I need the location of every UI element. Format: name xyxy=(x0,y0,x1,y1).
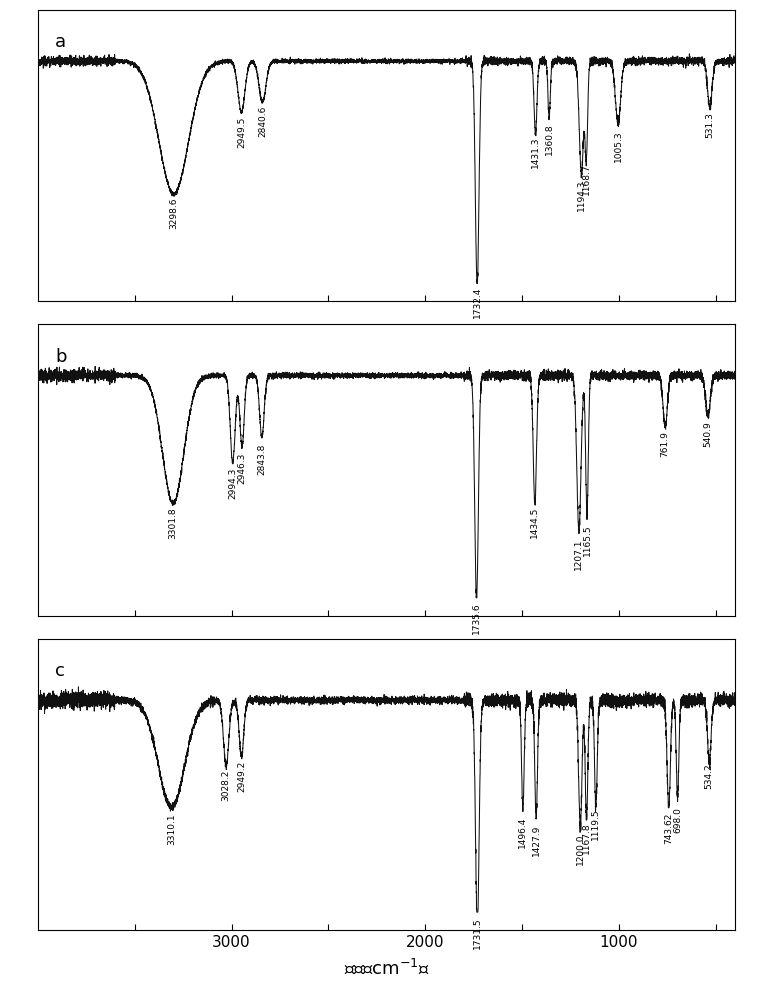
Text: c: c xyxy=(55,662,65,680)
Text: 3298.6: 3298.6 xyxy=(169,197,178,229)
Text: 3310.1: 3310.1 xyxy=(167,814,176,845)
Text: 1168.7: 1168.7 xyxy=(582,164,590,195)
Text: 1360.8: 1360.8 xyxy=(545,123,553,155)
Text: 1167.8: 1167.8 xyxy=(582,822,591,854)
Text: 1207.1: 1207.1 xyxy=(575,539,584,570)
Text: 1731.5: 1731.5 xyxy=(473,917,482,949)
Text: 2949.2: 2949.2 xyxy=(237,761,246,792)
Text: 1735.6: 1735.6 xyxy=(472,603,481,634)
Text: 1005.3: 1005.3 xyxy=(613,131,622,162)
Text: 1434.5: 1434.5 xyxy=(531,507,540,538)
Text: 2949.5: 2949.5 xyxy=(237,116,246,148)
Text: 1431.3: 1431.3 xyxy=(531,136,540,168)
Text: 698.0: 698.0 xyxy=(673,807,682,833)
Text: 1119.5: 1119.5 xyxy=(591,809,600,840)
Text: 1200.0: 1200.0 xyxy=(576,833,584,865)
Text: 531.3: 531.3 xyxy=(706,112,714,138)
Text: 1732.4: 1732.4 xyxy=(473,287,481,318)
X-axis label: 波数（cm$^{-1}$）: 波数（cm$^{-1}$） xyxy=(344,958,429,978)
Text: 2843.8: 2843.8 xyxy=(258,443,266,475)
Text: 1194.3: 1194.3 xyxy=(577,179,586,211)
Text: 3028.2: 3028.2 xyxy=(221,770,230,801)
Text: 761.9: 761.9 xyxy=(661,431,669,457)
Text: 534.2: 534.2 xyxy=(705,763,714,789)
Text: 540.9: 540.9 xyxy=(703,421,713,447)
Text: a: a xyxy=(55,33,67,51)
Text: b: b xyxy=(55,348,67,366)
Text: 1427.9: 1427.9 xyxy=(531,824,540,856)
Text: 1496.4: 1496.4 xyxy=(518,817,528,848)
Text: 2994.3: 2994.3 xyxy=(228,467,237,499)
Text: 3301.8: 3301.8 xyxy=(168,507,177,539)
Text: 743.62: 743.62 xyxy=(664,813,673,844)
Text: 2840.6: 2840.6 xyxy=(258,106,267,137)
Text: 1165.5: 1165.5 xyxy=(582,525,591,556)
Text: 2946.3: 2946.3 xyxy=(237,453,246,484)
